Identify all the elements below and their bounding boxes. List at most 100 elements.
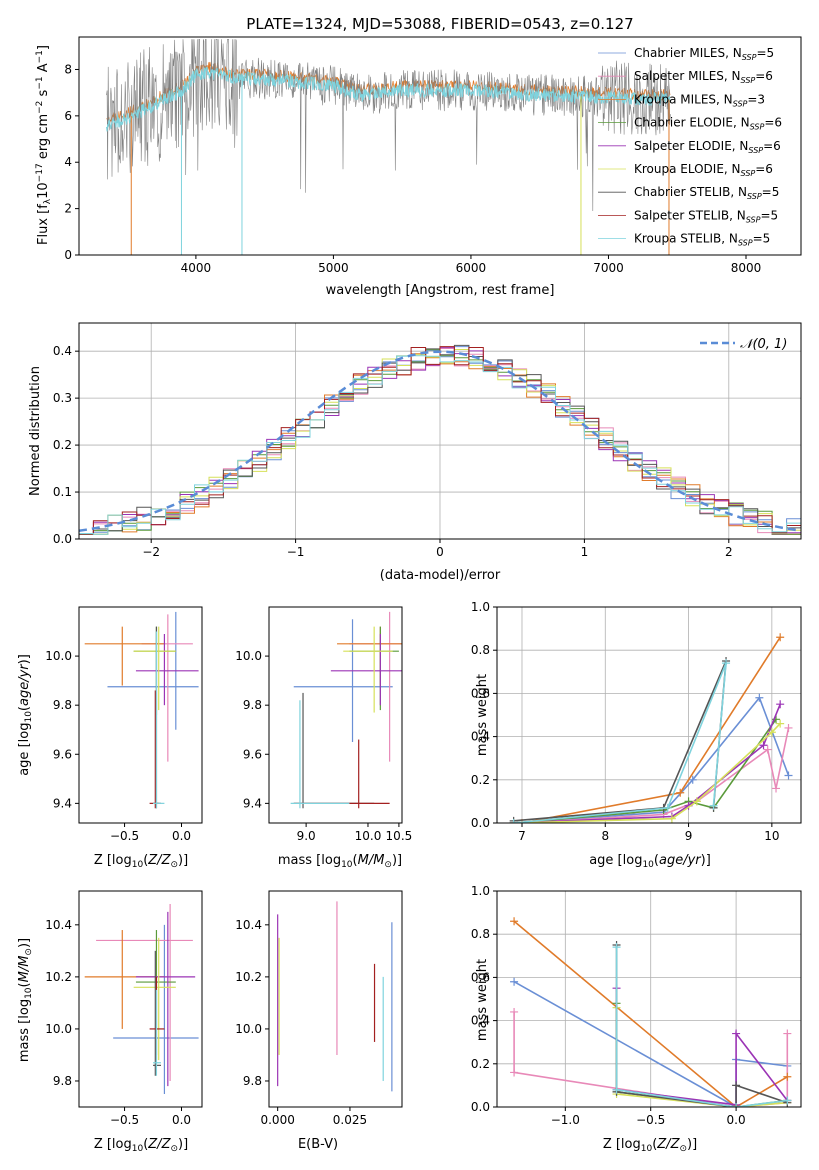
legend-label: Kroupa ELODIE, NSSP=6 [634,162,773,178]
mass-weight-marker [784,771,793,780]
y-tick-label: 1.0 [471,884,490,898]
mass-weight-series [615,947,788,1107]
residuals-ylabel: Normed distribution [28,366,43,496]
axes-frame [78,890,203,1108]
mass-weight-marker [510,917,519,926]
wage-xlabel: age [log10(age/yr)] [589,853,711,870]
mass-weight-marker [510,1068,519,1077]
axes-frame [78,606,203,824]
x-tick-label: 8000 [731,261,762,275]
x-tick-label: 0.0 [172,1113,191,1127]
x-tick-label: 0 [436,545,444,559]
mass-weight-marker [783,1096,792,1105]
mass-weight-series [513,718,777,823]
mass-weight-marker [776,700,785,709]
x-tick-label: 2 [725,545,733,559]
x-tick-label: 10.0 [355,829,382,843]
mass-weight-marker [510,1007,519,1016]
y-tick-label: 10.4 [45,918,72,932]
y-tick-label: 0.2 [53,438,72,452]
y-tick-label: 10.0 [235,649,262,663]
y-tick-label: 9.8 [243,698,262,712]
y-tick-label: 10.4 [235,918,262,932]
y-tick-label: 0.6 [471,686,490,700]
y-tick-label: 0.8 [471,643,490,657]
y-tick-label: 10.2 [45,970,72,984]
mass-weight-marker [783,1072,792,1081]
mass-weight-marker [612,943,621,952]
residual-histogram-series [79,346,801,535]
mass-weight-marker [667,814,676,823]
mass-weight-marker [767,728,776,737]
mass-weight-marker [612,1085,621,1094]
massZ-ylabel: mass [log10(M/M⊙)] [17,938,34,1062]
y-tick-label: 0 [64,248,72,262]
mass-weight-marker [759,741,768,750]
spectrum-legend: Chabrier MILES, NSSP=5 Salpeter MILES, NS… [598,46,782,248]
legend-label: Salpeter MILES, NSSP=6 [634,69,773,85]
agemass-xlabel: mass [log10(M/M⊙)] [278,853,402,870]
y-tick-label: 0.3 [53,391,72,405]
mass-weight-series [513,920,788,1107]
residual-histogram-series [79,349,801,535]
x-tick-label: 8 [601,829,609,843]
spectrum-panel: 4000 5000 6000 7000 8000 0 2 4 6 8 [64,36,802,275]
mass-weight-marker [509,819,518,823]
observed-spectrum [106,39,671,212]
axes-frame [496,606,802,824]
x-tick-label: 9 [685,829,693,843]
x-tick-label: 4000 [181,261,212,275]
model-spectrum-kroupa-miles [106,61,671,125]
x-tick-label: 0.0 [727,1113,746,1127]
mass-weight-marker [772,784,781,793]
y-tick-label: 0.6 [471,970,490,984]
y-tick-label: 0.2 [471,773,490,787]
y-tick-label: 4 [64,155,72,169]
y-tick-label: 0.4 [471,1014,490,1028]
y-tick-label: 2 [64,202,72,216]
mass-weight-marker [732,1029,741,1038]
legend-label: Salpeter ELODIE, NSSP=6 [634,139,781,155]
y-tick-label: 0.2 [471,1057,490,1071]
ageZ-ylabel: age [log10(age/yr)] [17,654,34,776]
mass-weight-marker [776,633,785,642]
y-tick-label: 10.0 [235,1022,262,1036]
mass-weight-series [521,727,790,823]
x-tick-label: 9.0 [297,829,316,843]
y-tick-label: 10.0 [45,1022,72,1036]
y-tick-label: 0.0 [471,1100,490,1114]
mass-weight-series [513,723,781,823]
legend-label: Kroupa MILES, NSSP=3 [634,92,765,108]
y-tick-label: 10.0 [45,649,72,663]
mass-weight-series [513,662,727,823]
x-tick-label: −1 [287,545,305,559]
mass-weight-marker [663,803,672,812]
spectrum-xlabel: wavelength [Angstrom, rest frame] [326,283,555,298]
y-tick-label: 9.8 [243,1074,262,1088]
mass-weight-marker [722,659,731,668]
wage-ylabel: mass weight [475,674,490,756]
spectrum-ylabel: Flux [fλ10−17 erg cm−2 s−1 A−1] [35,45,53,245]
age-vs-metallicity-panel: −0.5 0.0 9.4 9.6 9.8 10.0 [45,606,203,843]
x-tick-label: 1 [581,545,589,559]
legend-label: Chabrier MILES, NSSP=5 [634,46,774,62]
wZ-xlabel: Z [log10(Z/Z⊙)] [603,1137,697,1154]
mass-weight-marker [709,801,718,810]
x-tick-label: −0.5 [110,829,139,843]
y-tick-label: 0.8 [471,927,490,941]
y-tick-label: 9.8 [53,698,72,712]
mass-weight-marker [732,1103,741,1107]
mass-vs-ebv-panel: 0.000 0.025 9.8 10.0 10.2 10.4 [235,890,403,1127]
axes-frame [496,890,802,1108]
x-tick-label: 0.0 [172,829,191,843]
mass-weight-marker [688,775,697,784]
residuals-legend: 𝒩(0, 1) [700,337,787,352]
mass-weight-marker [676,788,685,797]
mass-weight-marker [692,797,701,806]
ageZ-xlabel: Z [log10(Z/Z⊙)] [94,853,188,870]
x-tick-label: 10 [764,829,779,843]
y-tick-label: 0.4 [471,730,490,744]
x-tick-label: 0.000 [260,1113,294,1127]
x-tick-label: 7000 [593,261,624,275]
